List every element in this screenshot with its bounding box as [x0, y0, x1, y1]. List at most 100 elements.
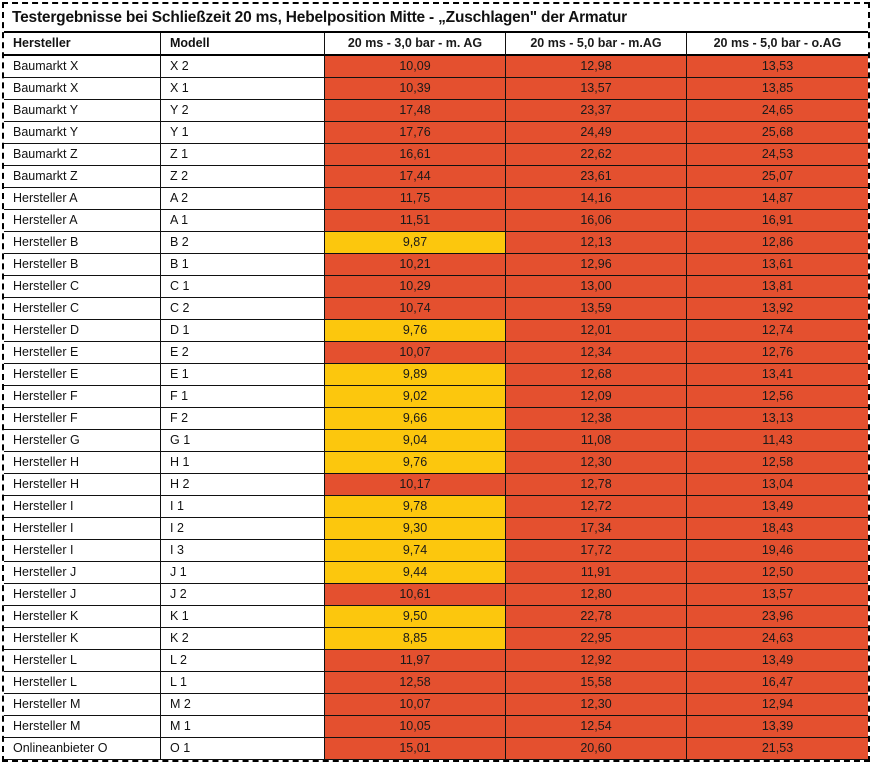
hersteller-cell: Hersteller E — [4, 342, 161, 364]
value-cell: 20,60 — [506, 738, 687, 760]
value-cell: 9,50 — [325, 606, 506, 628]
value-cell: 13,04 — [687, 474, 868, 496]
value-cell: 14,87 — [687, 188, 868, 210]
modell-cell: Z 1 — [161, 144, 325, 166]
value-cell: 13,41 — [687, 364, 868, 386]
modell-cell: G 1 — [161, 430, 325, 452]
value-cell: 12,94 — [687, 694, 868, 716]
value-cell: 10,39 — [325, 78, 506, 100]
modell-cell: I 1 — [161, 496, 325, 518]
value-cell: 12,96 — [506, 254, 687, 276]
value-cell: 14,16 — [506, 188, 687, 210]
modell-cell: B 2 — [161, 232, 325, 254]
value-cell: 9,76 — [325, 320, 506, 342]
value-cell: 13,81 — [687, 276, 868, 298]
hersteller-cell: Baumarkt Y — [4, 122, 161, 144]
modell-cell: Y 1 — [161, 122, 325, 144]
value-cell: 24,65 — [687, 100, 868, 122]
modell-cell: I 3 — [161, 540, 325, 562]
column-header-5bar-oag: 20 ms - 5,0 bar - o.AG — [687, 33, 868, 56]
hersteller-cell: Hersteller K — [4, 606, 161, 628]
value-cell: 15,58 — [506, 672, 687, 694]
value-cell: 13,59 — [506, 298, 687, 320]
value-cell: 17,48 — [325, 100, 506, 122]
value-cell: 13,92 — [687, 298, 868, 320]
value-cell: 17,76 — [325, 122, 506, 144]
value-cell: 23,61 — [506, 166, 687, 188]
modell-cell: D 1 — [161, 320, 325, 342]
modell-cell: B 1 — [161, 254, 325, 276]
modell-cell: L 1 — [161, 672, 325, 694]
modell-cell: K 2 — [161, 628, 325, 650]
value-cell: 19,46 — [687, 540, 868, 562]
value-cell: 12,30 — [506, 452, 687, 474]
modell-cell: Y 2 — [161, 100, 325, 122]
value-cell: 11,75 — [325, 188, 506, 210]
hersteller-cell: Hersteller A — [4, 188, 161, 210]
value-cell: 12,13 — [506, 232, 687, 254]
hersteller-cell: Hersteller C — [4, 298, 161, 320]
modell-cell: X 2 — [161, 56, 325, 78]
value-cell: 12,98 — [506, 56, 687, 78]
value-cell: 12,01 — [506, 320, 687, 342]
table-grid: Hersteller Modell 20 ms - 3,0 bar - m. A… — [4, 33, 868, 760]
modell-cell: L 2 — [161, 650, 325, 672]
hersteller-cell: Baumarkt Z — [4, 166, 161, 188]
value-cell: 24,49 — [506, 122, 687, 144]
value-cell: 9,78 — [325, 496, 506, 518]
value-cell: 16,91 — [687, 210, 868, 232]
column-header-3bar-mag: 20 ms - 3,0 bar - m. AG — [325, 33, 506, 56]
hersteller-cell: Hersteller A — [4, 210, 161, 232]
hersteller-cell: Hersteller E — [4, 364, 161, 386]
value-cell: 24,63 — [687, 628, 868, 650]
modell-cell: A 2 — [161, 188, 325, 210]
value-cell: 16,47 — [687, 672, 868, 694]
value-cell: 22,95 — [506, 628, 687, 650]
value-cell: 17,34 — [506, 518, 687, 540]
modell-cell: K 1 — [161, 606, 325, 628]
value-cell: 12,80 — [506, 584, 687, 606]
hersteller-cell: Hersteller L — [4, 672, 161, 694]
value-cell: 12,72 — [506, 496, 687, 518]
value-cell: 12,78 — [506, 474, 687, 496]
value-cell: 9,66 — [325, 408, 506, 430]
value-cell: 8,85 — [325, 628, 506, 650]
hersteller-cell: Hersteller M — [4, 716, 161, 738]
hersteller-cell: Baumarkt X — [4, 78, 161, 100]
hersteller-cell: Hersteller G — [4, 430, 161, 452]
modell-cell: C 1 — [161, 276, 325, 298]
value-cell: 9,44 — [325, 562, 506, 584]
value-cell: 12,58 — [325, 672, 506, 694]
hersteller-cell: Baumarkt Z — [4, 144, 161, 166]
modell-cell: Z 2 — [161, 166, 325, 188]
modell-cell: F 1 — [161, 386, 325, 408]
modell-cell: M 1 — [161, 716, 325, 738]
modell-cell: X 1 — [161, 78, 325, 100]
value-cell: 13,57 — [687, 584, 868, 606]
value-cell: 13,49 — [687, 650, 868, 672]
value-cell: 12,86 — [687, 232, 868, 254]
value-cell: 11,91 — [506, 562, 687, 584]
value-cell: 10,61 — [325, 584, 506, 606]
value-cell: 25,07 — [687, 166, 868, 188]
value-cell: 9,87 — [325, 232, 506, 254]
hersteller-cell: Baumarkt X — [4, 56, 161, 78]
value-cell: 22,78 — [506, 606, 687, 628]
value-cell: 12,34 — [506, 342, 687, 364]
hersteller-cell: Hersteller H — [4, 452, 161, 474]
value-cell: 13,39 — [687, 716, 868, 738]
hersteller-cell: Baumarkt Y — [4, 100, 161, 122]
value-cell: 11,08 — [506, 430, 687, 452]
value-cell: 10,21 — [325, 254, 506, 276]
value-cell: 12,74 — [687, 320, 868, 342]
modell-cell: H 1 — [161, 452, 325, 474]
value-cell: 9,02 — [325, 386, 506, 408]
value-cell: 17,72 — [506, 540, 687, 562]
hersteller-cell: Hersteller D — [4, 320, 161, 342]
value-cell: 10,74 — [325, 298, 506, 320]
column-header-hersteller: Hersteller — [4, 33, 161, 56]
value-cell: 12,68 — [506, 364, 687, 386]
hersteller-cell: Hersteller B — [4, 254, 161, 276]
value-cell: 21,53 — [687, 738, 868, 760]
